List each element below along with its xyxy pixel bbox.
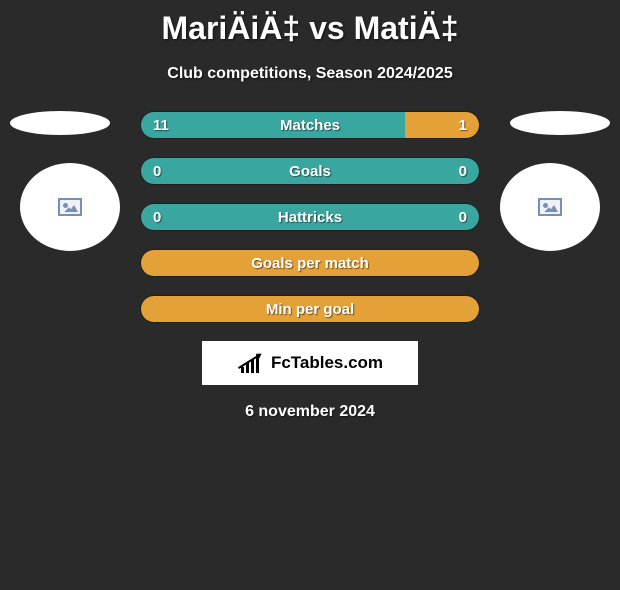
stat-value-right: 0 — [459, 209, 467, 226]
stat-row: Matches111 — [140, 111, 480, 139]
player-left-avatar — [20, 163, 120, 251]
stat-label: Hattricks — [278, 209, 342, 226]
stat-value-right: 0 — [459, 163, 467, 180]
stat-row: Hattricks 0 0 — [140, 203, 480, 231]
page-title: MariÄiÄ‡ vs MatiÄ‡ — [0, 10, 620, 47]
brand-badge: FcTables.com — [202, 341, 418, 385]
stat-value-right: 1 — [459, 117, 467, 134]
stat-row: Min per goal — [140, 295, 480, 323]
stat-label: Goals per match — [251, 255, 369, 272]
stat-fill-left — [141, 112, 405, 138]
stat-row: Goals 0 0 — [140, 157, 480, 185]
brand-text: FcTables.com — [271, 353, 383, 373]
player-right-ellipse — [510, 111, 610, 135]
image-placeholder-icon — [538, 198, 562, 216]
date-label: 6 november 2024 — [0, 403, 620, 421]
image-placeholder-icon — [58, 198, 82, 216]
chart-arrow-icon — [237, 353, 265, 373]
comparison-panel: Matches111Goals00Hattricks00Goals per ma… — [0, 111, 620, 323]
stat-value-left: 0 — [153, 209, 161, 226]
stat-row: Goals per match — [140, 249, 480, 277]
stat-label: Min per goal — [266, 301, 354, 318]
stat-bars: Matches111Goals00Hattricks00Goals per ma… — [140, 111, 480, 323]
stat-value-left: 0 — [153, 163, 161, 180]
stat-label: Matches — [280, 117, 340, 134]
subtitle: Club competitions, Season 2024/2025 — [0, 65, 620, 83]
player-right-avatar — [500, 163, 600, 251]
stat-value-left: 11 — [153, 117, 169, 134]
stat-label: Goals — [289, 163, 331, 180]
player-left-ellipse — [10, 111, 110, 135]
stat-fill-right — [405, 112, 479, 138]
